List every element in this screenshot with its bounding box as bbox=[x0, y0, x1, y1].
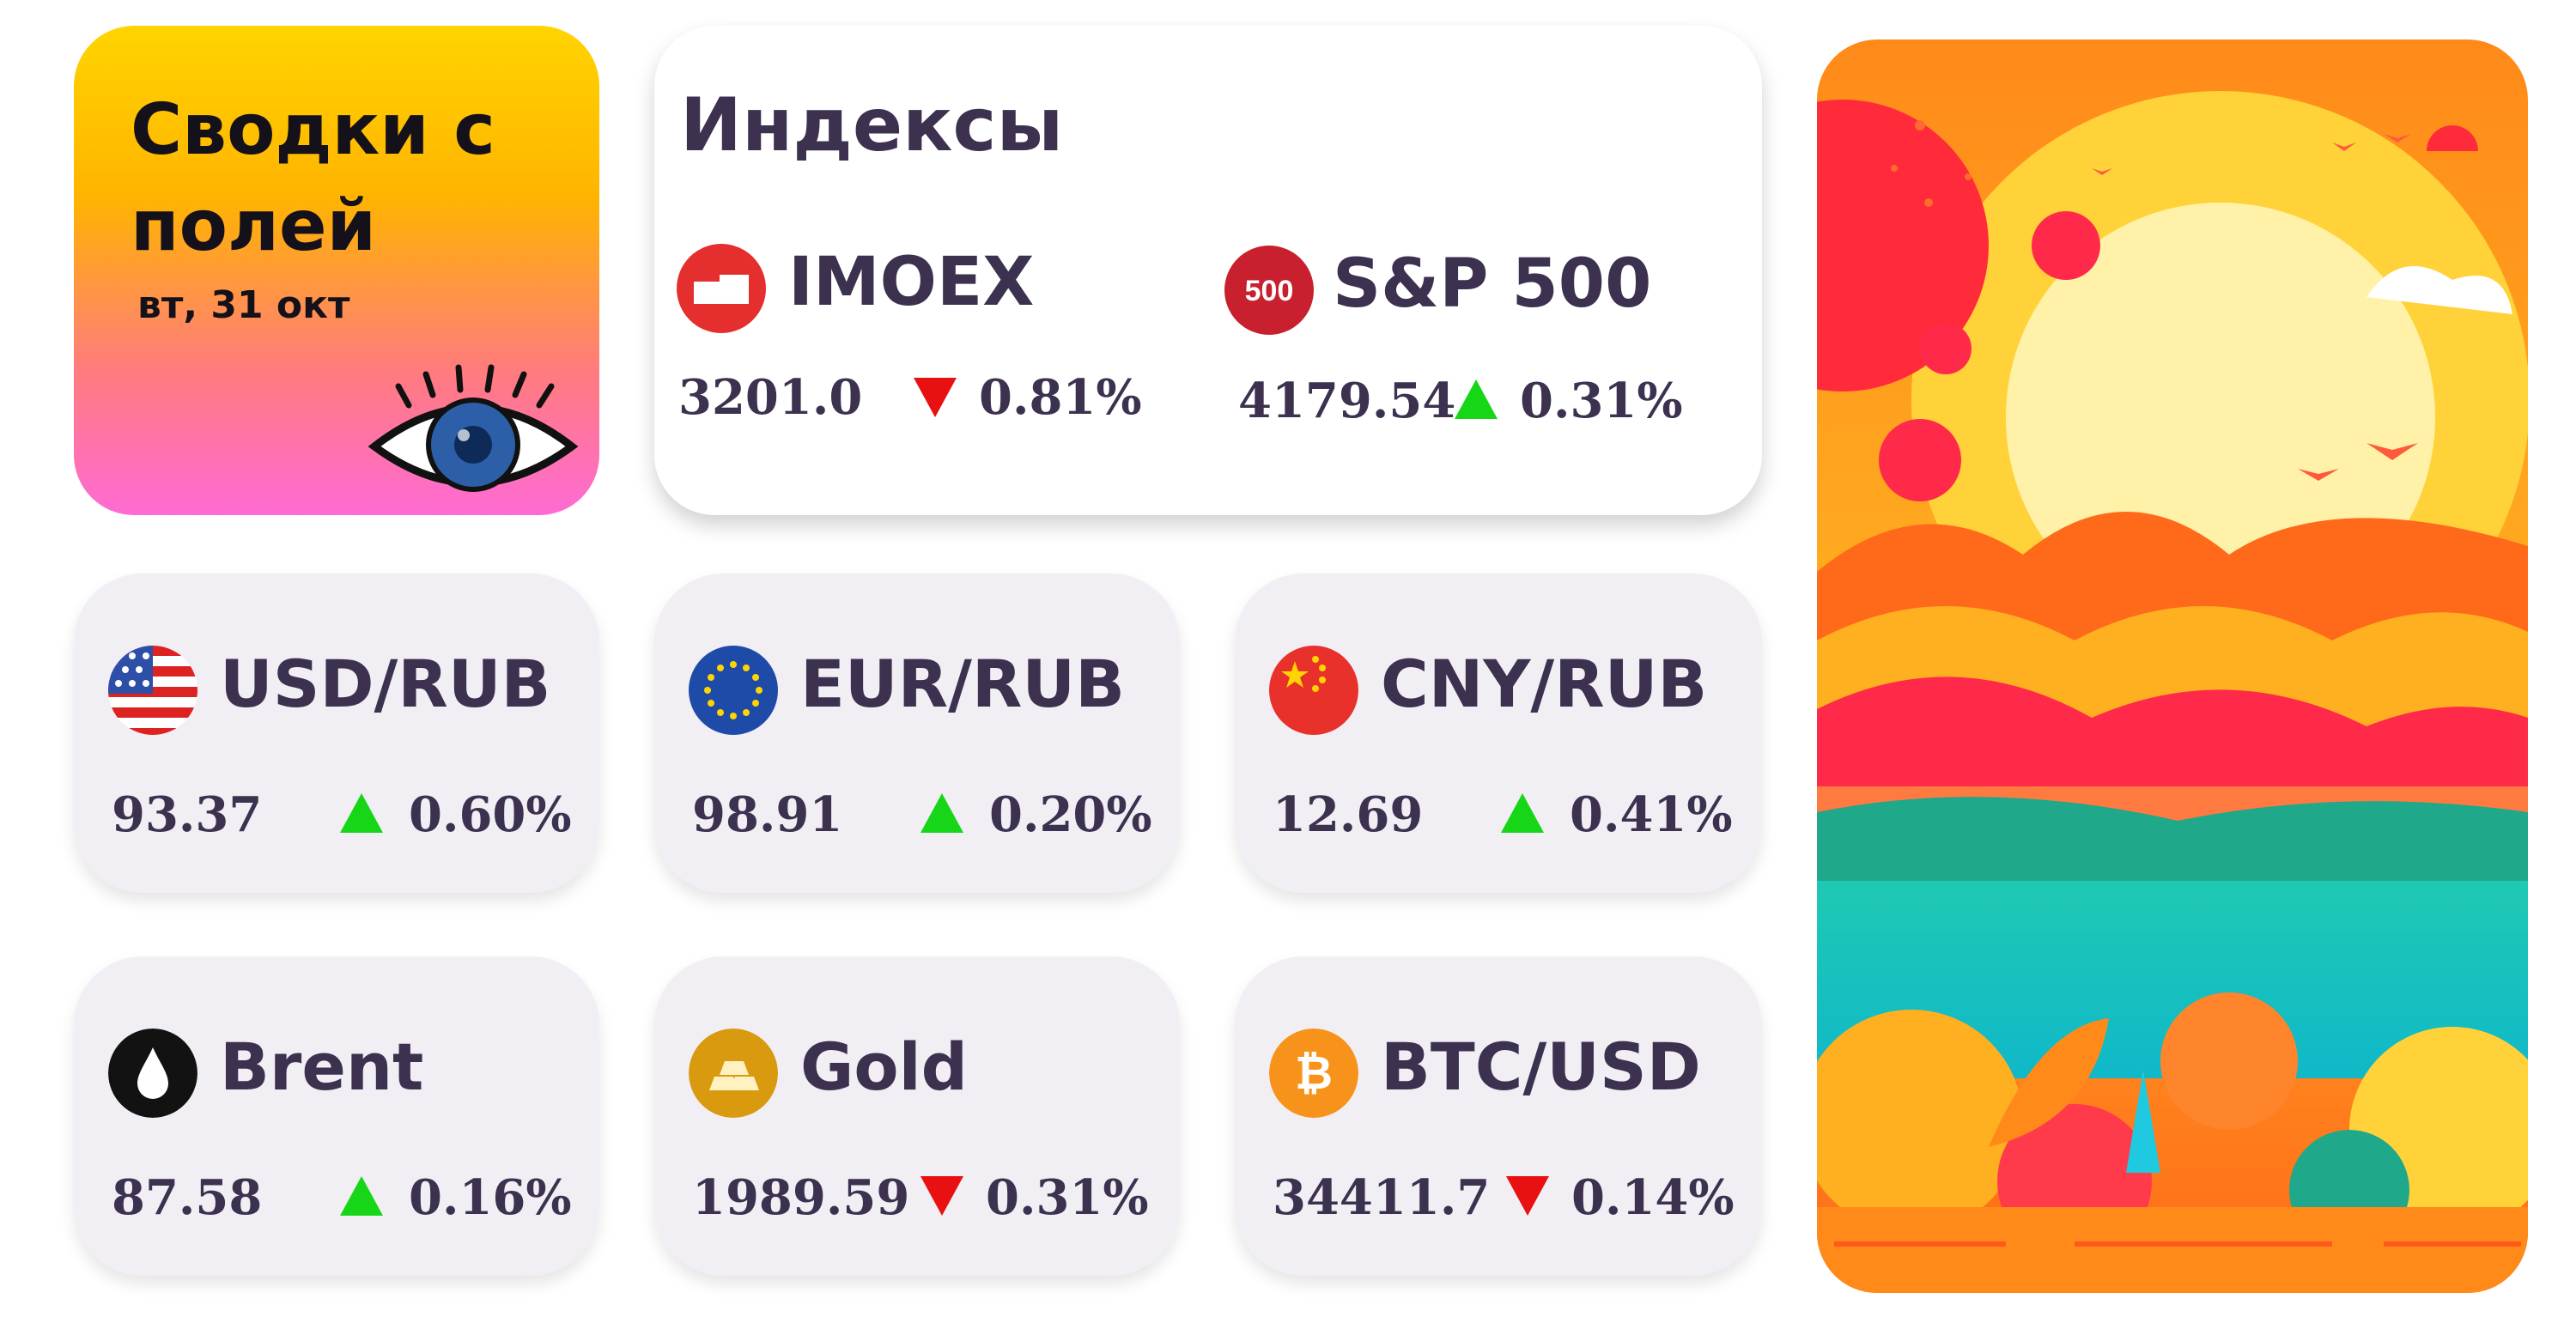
indices-card: Индексы IMOEX 3201.0 0.81% 500 S&P 500 4… bbox=[654, 26, 1762, 515]
eur-rub-card: EUR/RUB 98.91 0.20% bbox=[654, 573, 1180, 893]
header-card: Сводки с полей вт, 31 окт bbox=[74, 26, 599, 515]
gold-bars-icon bbox=[689, 1029, 778, 1118]
date-label: вт, 31 окт bbox=[137, 283, 350, 327]
eur-rub-value: 98.91 bbox=[692, 786, 843, 843]
down-arrow-icon bbox=[1506, 1176, 1549, 1216]
brent-name: Brent bbox=[220, 1029, 424, 1105]
cny-rub-change: 0.41% bbox=[1570, 786, 1733, 843]
indices-title: Индексы bbox=[680, 82, 1064, 168]
imoex-change: 0.81% bbox=[979, 369, 1142, 426]
svg-text:₿: ₿ bbox=[1295, 1046, 1333, 1100]
oil-drop-icon bbox=[108, 1029, 197, 1118]
up-arrow-icon bbox=[920, 793, 963, 833]
up-arrow-icon bbox=[340, 1176, 383, 1216]
eu-flag-icon bbox=[689, 646, 778, 735]
brent-change: 0.16% bbox=[409, 1169, 572, 1226]
sp500-value: 4179.54 bbox=[1238, 373, 1456, 429]
page-title: Сводки с полей bbox=[131, 89, 495, 267]
bitcoin-icon: ₿ bbox=[1269, 1029, 1358, 1118]
imoex-value: 3201.0 bbox=[678, 369, 863, 426]
btc-usd-change: 0.14% bbox=[1571, 1169, 1735, 1226]
sp500-logo-icon: 500 bbox=[1224, 246, 1314, 335]
imoex-name: IMOEX bbox=[788, 244, 1035, 321]
landscape-image bbox=[1817, 39, 2528, 1293]
china-flag-icon bbox=[1269, 646, 1358, 735]
brent-card: Brent 87.58 0.16% bbox=[74, 956, 599, 1276]
gold-value: 1989.59 bbox=[692, 1169, 910, 1226]
btc-usd-name: BTC/USD bbox=[1381, 1029, 1701, 1105]
brent-value: 87.58 bbox=[112, 1169, 263, 1226]
cny-rub-card: CNY/RUB 12.69 0.41% bbox=[1235, 573, 1762, 893]
usd-rub-card: USD/RUB 93.37 0.60% bbox=[74, 573, 599, 893]
sp500-change: 0.31% bbox=[1520, 373, 1683, 429]
usd-rub-name: USD/RUB bbox=[220, 646, 551, 722]
gold-change: 0.31% bbox=[986, 1169, 1149, 1226]
up-arrow-icon bbox=[1501, 793, 1544, 833]
btc-usd-value: 34411.7 bbox=[1273, 1169, 1491, 1226]
autumn-landscape-illustration bbox=[1817, 39, 2528, 1293]
imoex-logo-icon bbox=[677, 244, 766, 333]
gold-name: Gold bbox=[800, 1029, 969, 1105]
up-arrow-icon bbox=[1455, 379, 1498, 419]
down-arrow-icon bbox=[914, 378, 957, 417]
usd-rub-change: 0.60% bbox=[409, 786, 572, 843]
btc-usd-card: ₿ BTC/USD 34411.7 0.14% bbox=[1235, 956, 1762, 1276]
us-flag-icon bbox=[108, 646, 197, 735]
gold-card: Gold 1989.59 0.31% bbox=[654, 956, 1180, 1276]
cny-rub-value: 12.69 bbox=[1273, 786, 1424, 843]
cny-rub-name: CNY/RUB bbox=[1381, 646, 1708, 722]
eur-rub-change: 0.20% bbox=[989, 786, 1152, 843]
up-arrow-icon bbox=[340, 793, 383, 833]
eur-rub-name: EUR/RUB bbox=[800, 646, 1126, 722]
sp500-badge: 500 bbox=[1245, 275, 1294, 307]
usd-rub-value: 93.37 bbox=[112, 786, 263, 843]
sp500-name: S&P 500 bbox=[1333, 246, 1652, 323]
down-arrow-icon bbox=[920, 1176, 963, 1216]
eye-icon bbox=[368, 364, 579, 492]
